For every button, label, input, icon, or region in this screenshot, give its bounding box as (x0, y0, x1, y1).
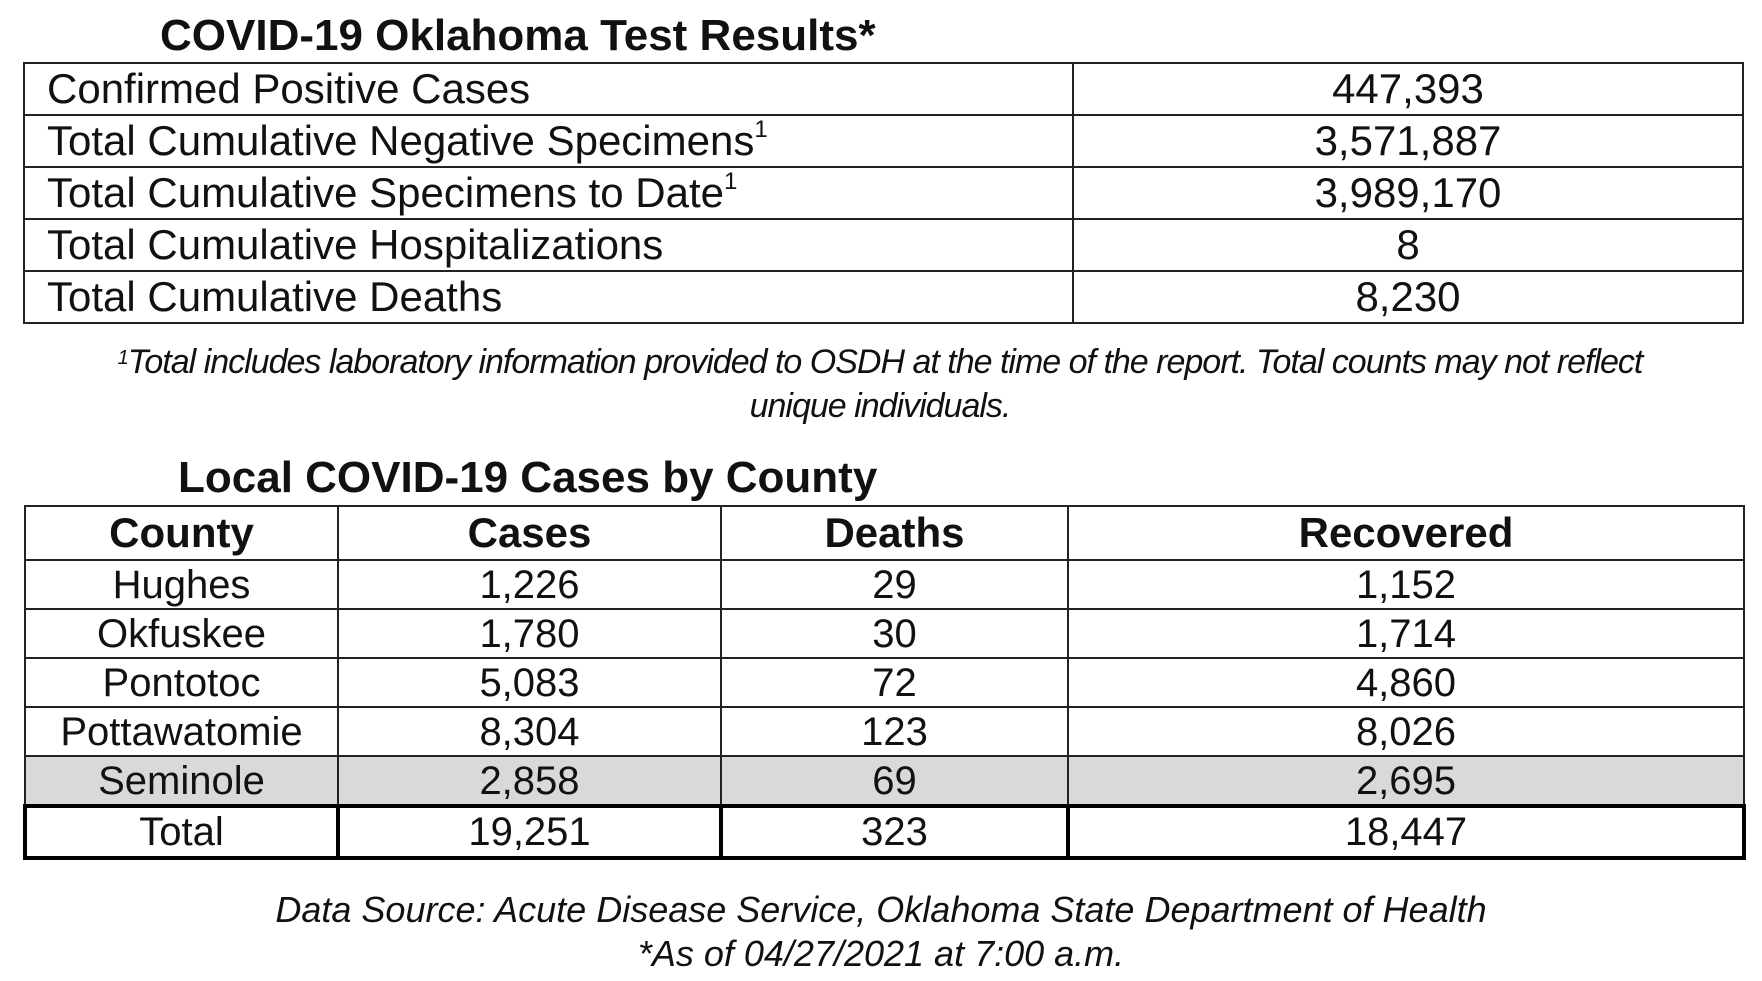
row-label: Total Cumulative Negative Specimens1 (23, 114, 1074, 168)
cases-cell: 2,858 (337, 755, 722, 807)
table-row: Okfuskee 1,780 30 1,714 (24, 608, 1745, 659)
row-value: 8 (1072, 218, 1744, 272)
column-header-recovered: Recovered (1067, 505, 1745, 561)
as-of-date-note: *As of 04/27/2021 at 7:00 a.m. (637, 933, 1125, 974)
county-cell: Pottawatomie (24, 706, 339, 757)
cases-cell: 1,226 (337, 559, 722, 610)
total-recovered-cell: 18,447 (1066, 804, 1746, 860)
row-label: Confirmed Positive Cases (23, 62, 1074, 116)
recovered-cell: 8,026 (1067, 706, 1745, 757)
column-header-deaths: Deaths (720, 505, 1069, 561)
table-row: Confirmed Positive Cases 447,393 (23, 62, 1744, 116)
table-row-highlighted: Seminole 2,858 69 2,695 (24, 755, 1745, 807)
total-label-cell: Total (23, 804, 340, 860)
table-row: Total Cumulative Hospitalizations 8 (23, 218, 1744, 272)
header-row: County Cases Deaths Recovered (24, 505, 1745, 561)
deaths-cell: 29 (720, 559, 1069, 610)
footnote-mark: 1 (723, 168, 738, 195)
table-row: Pontotoc 5,083 72 4,860 (24, 657, 1745, 708)
row-value: 3,989,170 (1072, 166, 1744, 220)
row-label: Total Cumulative Specimens to Date1 (23, 166, 1074, 220)
table-row: Total Cumulative Deaths 8,230 (23, 270, 1744, 324)
table-row: Total Cumulative Negative Specimens1 3,5… (23, 114, 1744, 168)
deaths-cell: 123 (720, 706, 1069, 757)
row-label: Total Cumulative Hospitalizations (23, 218, 1074, 272)
county-cases-title: Local COVID-19 Cases by County (178, 453, 878, 502)
column-header-cases: Cases (337, 505, 722, 561)
footnote-line-2: unique individuals. (749, 387, 1012, 425)
county-cell: Seminole (24, 755, 339, 807)
test-results-title: COVID-19 Oklahoma Test Results* (160, 11, 876, 60)
county-cell: Okfuskee (24, 608, 339, 659)
footnote: 1Total includes laboratory information p… (40, 340, 1720, 428)
recovered-cell: 1,714 (1067, 608, 1745, 659)
row-value: 3,571,887 (1072, 114, 1744, 168)
total-cases-cell: 19,251 (336, 804, 723, 860)
table-row: Hughes 1,226 29 1,152 (24, 559, 1745, 610)
table-row: Total Cumulative Specimens to Date1 3,98… (23, 166, 1744, 220)
cases-cell: 5,083 (337, 657, 722, 708)
recovered-cell: 1,152 (1067, 559, 1745, 610)
recovered-cell: 4,860 (1067, 657, 1745, 708)
data-source-note: Data Source: Acute Disease Service, Okla… (275, 889, 1487, 930)
cases-cell: 8,304 (337, 706, 722, 757)
footnote-mark: 1 (754, 116, 768, 143)
deaths-cell: 72 (720, 657, 1069, 708)
row-label: Total Cumulative Deaths (23, 270, 1074, 324)
deaths-cell: 30 (720, 608, 1069, 659)
column-header-county: County (24, 505, 339, 561)
row-value: 8,230 (1072, 270, 1744, 324)
county-cell: Hughes (24, 559, 339, 610)
cases-cell: 1,780 (337, 608, 722, 659)
deaths-cell: 69 (720, 755, 1069, 807)
county-cases-table: County Cases Deaths Recovered Hughes 1,2… (23, 505, 1746, 860)
total-deaths-cell: 323 (719, 804, 1070, 860)
total-row: Total 19,251 323 18,447 (23, 804, 1746, 860)
test-results-table: Confirmed Positive Cases 447,393 Total C… (23, 62, 1744, 324)
county-cell: Pontotoc (24, 657, 339, 708)
footnote-line-1: Total includes laboratory information pr… (127, 343, 1644, 381)
row-value: 447,393 (1072, 62, 1744, 116)
recovered-cell: 2,695 (1067, 755, 1745, 807)
table-row: Pottawatomie 8,304 123 8,026 (24, 706, 1745, 757)
footnote-mark: 1 (117, 347, 129, 369)
